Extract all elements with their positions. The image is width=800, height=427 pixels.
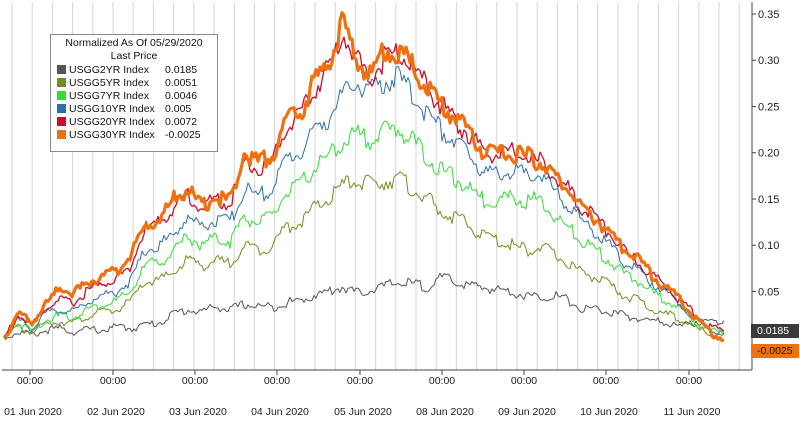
flag-value: -0.0025: [757, 345, 793, 357]
legend-item-value: -0.0025: [165, 128, 201, 141]
x-day-label: 08 Jun 2020: [416, 406, 474, 418]
legend-item-usgg30yr: USGG30YR Index -0.0025: [57, 128, 211, 141]
x-day-label: 03 Jun 2020: [169, 406, 227, 418]
y-tick-label: 0.05: [758, 286, 779, 298]
x-time-label: 00:00: [429, 375, 455, 387]
flag-value: 0.0185: [757, 325, 790, 337]
legend-item-name: USGG5YR Index: [69, 76, 149, 89]
legend-title: Normalized As Of 05/29/2020: [65, 37, 203, 49]
legend-subtitle: Last Price: [110, 50, 158, 62]
x-time-label: 00:00: [347, 375, 373, 387]
last-value-flag-usgg2yr: 0.0185: [751, 324, 799, 338]
x-day-label: 04 Jun 2020: [251, 406, 309, 418]
y-tick-label: 0.20: [758, 148, 779, 160]
last-value-flag-usgg30yr: -0.0025: [751, 344, 799, 358]
x-time-label: 00:00: [593, 375, 619, 387]
legend-item-usgg10yr: USGG10YR Index 0.005: [57, 102, 211, 115]
x-time-label: 00:00: [264, 375, 290, 387]
y-tick-label: 0.30: [758, 55, 779, 67]
legend-item-name: USGG10YR Index: [69, 102, 155, 115]
y-tick-label: 0.15: [758, 194, 779, 206]
x-day-label: 01 Jun 2020: [4, 406, 62, 418]
legend-swatch: [57, 91, 66, 100]
legend: Normalized As Of 05/29/2020 Last Price U…: [50, 34, 218, 152]
x-time-label: 00:00: [17, 375, 43, 387]
legend-item-value: 0.0051: [165, 76, 198, 89]
series-line-usgg10yr: [3, 65, 725, 339]
series-line-usgg30yr: [2, 11, 725, 343]
legend-item-usgg2yr: USGG2YR Index 0.0185: [57, 63, 211, 76]
legend-item-usgg5yr: USGG5YR Index 0.0051: [57, 76, 211, 89]
x-day-label: 10 Jun 2020: [580, 406, 638, 418]
legend-swatch: [57, 104, 66, 113]
legend-item-name: USGG20YR Index: [69, 115, 155, 128]
series-line-usgg5yr: [3, 171, 725, 341]
x-time-label: 00:00: [182, 375, 208, 387]
y-tick-label: 0.25: [758, 101, 779, 113]
x-time-label: 00:00: [100, 375, 126, 387]
x-day-label: 02 Jun 2020: [87, 406, 145, 418]
series-line-usgg20yr: [3, 36, 725, 339]
legend-item-name: USGG30YR Index: [69, 128, 155, 141]
legend-item-name: USGG2YR Index: [69, 63, 149, 76]
x-day-label: 09 Jun 2020: [498, 406, 556, 418]
legend-item-value: 0.005: [165, 102, 192, 115]
legend-item-usgg7yr: USGG7YR Index 0.0046: [57, 89, 211, 102]
legend-swatch: [57, 78, 66, 87]
legend-swatch: [57, 65, 66, 74]
legend-item-value: 0.0046: [165, 89, 198, 102]
series-line-usgg7yr: [3, 120, 725, 338]
axes: 0.05 0.10 0.15 0.20 0.25 0.30 0.35 00:00 01 Jun …: [2, 2, 779, 418]
legend-swatch: [57, 117, 66, 126]
y-tick-label: 0.10: [758, 240, 779, 252]
series-line-usgg2yr: [3, 272, 725, 339]
x-day-label: 05 Jun 2020: [334, 406, 392, 418]
legend-item-usgg20yr: USGG20YR Index 0.0072: [57, 115, 211, 128]
legend-swatch: [57, 130, 66, 139]
y-tick-label: 0.35: [758, 9, 779, 21]
legend-item-value: 0.0185: [165, 63, 198, 76]
legend-item-value: 0.0072: [165, 115, 198, 128]
x-time-label: 00:00: [676, 375, 702, 387]
legend-item-name: USGG7YR Index: [69, 89, 149, 102]
series-lines: [2, 11, 725, 343]
x-day-label: 11 Jun 2020: [663, 406, 720, 418]
x-time-label: 00:00: [511, 375, 537, 387]
